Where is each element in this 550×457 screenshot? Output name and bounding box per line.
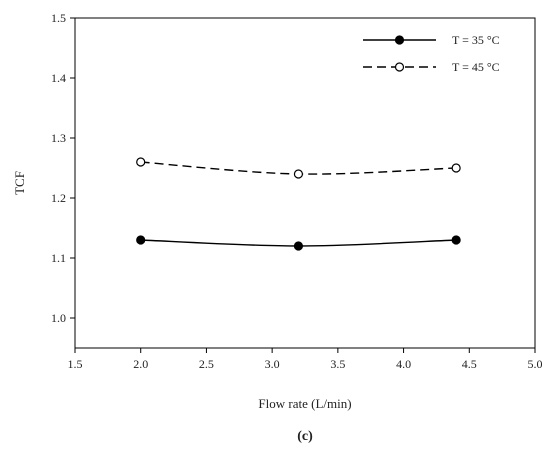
data-point xyxy=(451,235,461,245)
axes: 1.5 2.0 2.5 3.0 3.5 4.0 4.5 5.0 1.0 1.1 1.2 1.3 1.4 1… xyxy=(51,11,543,371)
data-point xyxy=(136,235,146,245)
legend-entry: T = 45 °C xyxy=(363,60,500,74)
legend-label: T = 35 °C xyxy=(452,33,500,47)
x-axis-label: Flow rate (L/min) xyxy=(258,396,351,411)
y-tick-label: 1.5 xyxy=(51,11,66,25)
legend: T = 35 °C T = 45 °C xyxy=(363,33,500,74)
panel-label: (c) xyxy=(297,429,313,444)
legend-marker xyxy=(394,62,405,72)
x-tick-label: 3.5 xyxy=(330,357,345,371)
legend-marker xyxy=(394,35,405,45)
x-tick-label: 1.5 xyxy=(68,357,83,371)
y-tick-label: 1.4 xyxy=(51,71,66,85)
x-tick-label: 5.0 xyxy=(528,357,543,371)
y-tick-label: 1.2 xyxy=(51,191,66,205)
y-tick-label: 1.0 xyxy=(51,311,66,325)
plot-frame xyxy=(74,17,536,349)
y-tick-label: 1.1 xyxy=(51,251,66,265)
data-point xyxy=(293,169,304,179)
x-tick-label: 2.5 xyxy=(199,357,214,371)
series-layer xyxy=(136,157,461,251)
x-tick-label: 4.0 xyxy=(396,357,411,371)
series-1 xyxy=(136,235,461,251)
x-tick-label: 4.5 xyxy=(462,357,477,371)
y-axis-label: TCF xyxy=(12,171,27,195)
legend-label: T = 45 °C xyxy=(452,60,500,74)
series-2 xyxy=(136,157,461,179)
y-tick-label: 1.3 xyxy=(51,131,66,145)
legend-entry: T = 35 °C xyxy=(363,33,500,47)
x-tick-label: 3.0 xyxy=(265,357,280,371)
x-tick-label: 2.0 xyxy=(133,357,148,371)
data-point xyxy=(451,163,461,173)
data-point xyxy=(136,157,146,167)
data-point xyxy=(293,241,304,251)
